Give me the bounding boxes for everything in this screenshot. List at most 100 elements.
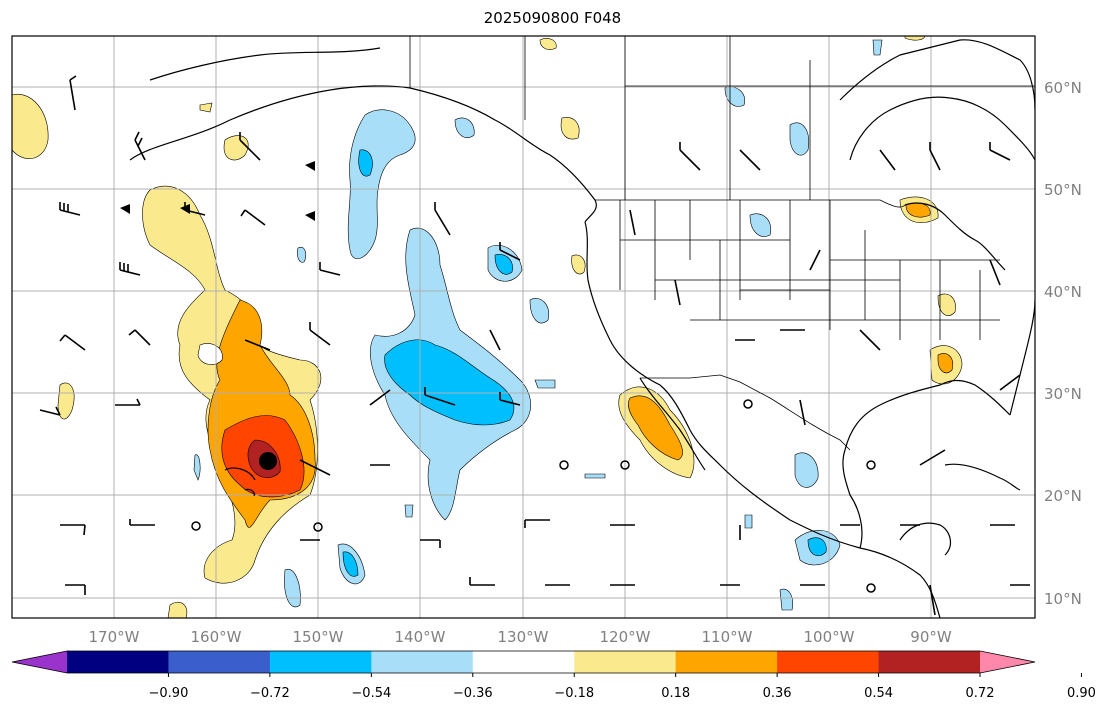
contour-top1 bbox=[539, 38, 557, 50]
contour-gulf-orange bbox=[937, 353, 953, 374]
negative-anomaly-fills bbox=[193, 39, 883, 611]
colorbar-segment bbox=[777, 651, 880, 673]
calm-circles bbox=[191, 399, 876, 593]
contour-nw1 bbox=[12, 93, 49, 159]
contour-neg-b7 bbox=[794, 452, 819, 488]
contour-neg-b5 bbox=[789, 122, 810, 156]
coast-gulf bbox=[842, 379, 1011, 549]
map-title: 2025090800 F048 bbox=[483, 9, 622, 27]
colorbar: −0.90 −0.72 −0.54 −0.36 −0.18 0.18 0.36 0.54 0.7… bbox=[11, 650, 1096, 701]
coast-atlantic bbox=[1009, 299, 1035, 416]
contour-neg-b16 bbox=[193, 454, 201, 481]
border-states-1 bbox=[619, 200, 741, 320]
colorbar-outline bbox=[11, 650, 1036, 674]
coast-hudson bbox=[839, 39, 1035, 111]
colorbar-tick-label: −0.54 bbox=[351, 686, 391, 701]
colorbar-tick-label: −0.18 bbox=[554, 686, 594, 701]
colorbar-segment bbox=[269, 651, 372, 673]
contour-neg-b15 bbox=[297, 246, 307, 263]
coast-alaska-north bbox=[149, 47, 381, 81]
contour-neg-central-dark bbox=[384, 339, 515, 426]
contour-neg-b1d bbox=[494, 254, 513, 275]
graticule bbox=[12, 36, 1035, 618]
political-borders bbox=[409, 36, 1035, 451]
contour-neg-b13 bbox=[404, 504, 414, 518]
lon-label-110w: 110°W bbox=[702, 628, 753, 646]
coast-yucatan bbox=[899, 522, 952, 556]
lat-label-10: 10°N bbox=[1044, 590, 1082, 608]
contour-neg-b2 bbox=[529, 298, 550, 324]
lon-label-150w: 150°W bbox=[293, 628, 344, 646]
contour-neg-b18 bbox=[872, 39, 883, 56]
storm-center-marker bbox=[259, 452, 277, 470]
contour-neg-b11 bbox=[534, 379, 556, 389]
lat-label-60: 60°N bbox=[1044, 79, 1082, 97]
coast-hawaii bbox=[224, 467, 256, 497]
colorbar-extend-high bbox=[980, 651, 1035, 673]
lat-label-40: 40°N bbox=[1044, 283, 1082, 301]
colorbar-segment bbox=[675, 651, 778, 673]
coast-greatlakes bbox=[904, 202, 1006, 271]
lon-label-160w: 160°W bbox=[191, 628, 242, 646]
contour-neg-b8d bbox=[807, 537, 827, 556]
wind-barbs bbox=[39, 75, 1030, 616]
border-us-canada bbox=[595, 199, 906, 208]
coastlines bbox=[129, 39, 1035, 618]
colorbar-segment bbox=[168, 651, 271, 673]
contour-neg-b3 bbox=[454, 117, 475, 139]
contour-neg-b9d bbox=[342, 551, 359, 577]
lon-label-140w: 140°W bbox=[395, 628, 446, 646]
map-frame bbox=[11, 35, 1036, 619]
colorbar-tick-label: −0.72 bbox=[250, 686, 290, 701]
colorbar-ticks: −0.90 −0.72 −0.54 −0.36 −0.18 0.18 0.36 0.54 0.7… bbox=[149, 673, 1096, 701]
contour-neg-b12 bbox=[584, 473, 606, 479]
colorbar-segment bbox=[878, 651, 981, 673]
border-states-3 bbox=[620, 239, 1000, 321]
contour-neg-b6 bbox=[749, 213, 772, 237]
latitude-labels: 60°N 50°N 40°N 30°N 20°N 10°N bbox=[1044, 79, 1082, 608]
colorbar-segment bbox=[574, 651, 677, 673]
lat-label-20: 20°N bbox=[1044, 487, 1082, 505]
lon-label-170w: 170°W bbox=[89, 628, 140, 646]
colorbar-tick-label: 0.36 bbox=[763, 686, 792, 701]
colorbar-tick-label: 0.18 bbox=[661, 686, 690, 701]
contour-neg-b10 bbox=[284, 568, 301, 608]
contour-baja-orange bbox=[628, 395, 683, 461]
contour-calif bbox=[571, 254, 586, 275]
colorbar-tick-label: 0.72 bbox=[966, 686, 995, 701]
coast-pacific bbox=[584, 221, 941, 618]
colorbar-tick-label: −0.90 bbox=[149, 686, 189, 701]
contour-neg-b17 bbox=[744, 514, 753, 529]
map-panel bbox=[12, 36, 1035, 618]
lon-label-90w: 90°W bbox=[910, 628, 952, 646]
colorbar-tick-label: −0.36 bbox=[453, 686, 493, 701]
colorbar-segments bbox=[11, 650, 1036, 674]
contour-small1 bbox=[199, 102, 213, 113]
coast-hudson2 bbox=[849, 96, 1035, 161]
lat-label-30: 30°N bbox=[1044, 385, 1082, 403]
lon-label-100w: 100°W bbox=[804, 628, 855, 646]
border-canada-prov bbox=[524, 36, 811, 200]
contour-s1 bbox=[167, 601, 188, 618]
border-us-mexico bbox=[640, 374, 851, 451]
wind-barb-flags bbox=[120, 161, 315, 221]
contour-neg-alaska bbox=[347, 109, 416, 259]
contour-nw3 bbox=[560, 117, 580, 140]
colorbar-tick-label: 0.54 bbox=[864, 686, 893, 701]
colorbar-tick-label: 0.90 bbox=[1067, 686, 1096, 701]
contour-neg-alaska-dark bbox=[358, 149, 373, 177]
border-states-2 bbox=[789, 200, 981, 340]
longitude-labels: 170°W 160°W 150°W 140°W 130°W 120°W 110°… bbox=[89, 628, 952, 646]
positive-anomaly-fills bbox=[12, 36, 963, 618]
coast-cuba bbox=[944, 463, 1021, 491]
colorbar-segment bbox=[472, 651, 575, 673]
contour-neg-b14 bbox=[779, 588, 793, 611]
coast-baja bbox=[639, 377, 706, 471]
lon-label-120w: 120°W bbox=[600, 628, 651, 646]
colorbar-segment bbox=[67, 651, 169, 673]
coast-alaska bbox=[129, 85, 597, 223]
lat-label-50: 50°N bbox=[1044, 181, 1082, 199]
lon-label-130w: 130°W bbox=[498, 628, 549, 646]
colorbar-segment bbox=[371, 651, 474, 673]
